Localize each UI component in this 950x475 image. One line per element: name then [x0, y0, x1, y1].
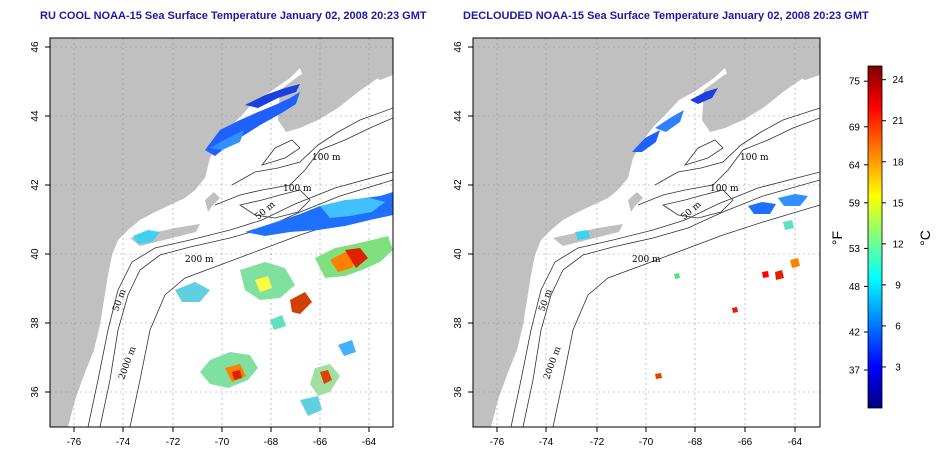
- left-y-tick-labels: 46 44 42 40 38 36: [30, 41, 41, 398]
- left-x-tick-label: -70: [215, 437, 230, 448]
- left-y-tick-label: 44: [30, 110, 41, 122]
- right-contour-label-100m-a: 100 m: [740, 153, 769, 163]
- right-y-tick-label: 38: [453, 317, 464, 329]
- fahrenheit-tick-label: 42: [849, 328, 861, 339]
- right-x-tick-labels: -76 -74 -72 -70 -68 -66 -64: [490, 437, 803, 448]
- right-nova-scotia: [702, 40, 820, 132]
- celsius-tick-label: 24: [892, 75, 904, 86]
- right-bathymetry-contours: [510, 107, 820, 427]
- right-x-tick-label: -76: [490, 437, 505, 448]
- left-sst-map: 100 m 100 m 50 m 200 m 50 m 2000 m -76 -…: [30, 37, 394, 448]
- colorbar-gradient: [867, 65, 883, 409]
- fahrenheit-axis-label: °F: [829, 231, 845, 245]
- temperature-colorbar: 75 69 64 59 53 48 42 37 24 21 18 15 12 9 6 3 °F °C: [829, 65, 933, 409]
- left-contour-label-100m-b: 100 m: [283, 184, 312, 194]
- celsius-tick-label: 6: [895, 321, 901, 332]
- right-y-tick-label: 36: [453, 386, 464, 398]
- celsius-tick-label: 12: [892, 239, 904, 250]
- right-y-tick-labels: 46 44 42 40 38 36: [453, 41, 464, 398]
- right-contour-label-100m-b: 100 m: [710, 184, 739, 194]
- right-x-tick-label: -74: [539, 437, 554, 448]
- right-y-tick-label: 40: [453, 248, 464, 260]
- left-x-tick-label: -66: [313, 437, 328, 448]
- right-x-tick-label: -68: [688, 437, 703, 448]
- left-x-tick-label: -68: [264, 437, 279, 448]
- right-cape-cod: [628, 192, 643, 212]
- left-land-mass: [50, 38, 393, 427]
- celsius-ticks: 24 21 18 15 12 9 6 3: [882, 75, 904, 373]
- fahrenheit-tick-label: 64: [849, 160, 861, 171]
- fahrenheit-ticks: 75 69 64 59 53 48 42 37: [849, 77, 868, 377]
- left-y-tick-label: 46: [30, 41, 41, 53]
- fahrenheit-tick-label: 37: [849, 366, 861, 377]
- right-y-tick-label: 46: [453, 41, 464, 53]
- left-x-tick-label: -74: [116, 437, 131, 448]
- left-x-tick-labels: -76 -74 -72 -70 -68 -66 -64: [67, 437, 377, 448]
- left-axis-ticks: [45, 46, 370, 432]
- left-map-title: RU COOL NOAA-15 Sea Surface Temperature …: [40, 10, 427, 22]
- fahrenheit-tick-label: 69: [849, 122, 861, 133]
- right-x-tick-label: -70: [639, 437, 654, 448]
- left-contour-label-200m: 200 m: [185, 255, 214, 265]
- celsius-tick-label: 9: [895, 280, 901, 291]
- right-x-tick-label: -72: [590, 437, 605, 448]
- celsius-tick-label: 18: [892, 157, 904, 168]
- right-land-mass: [473, 38, 820, 427]
- right-contour-label-200m: 200 m: [632, 255, 661, 265]
- left-x-tick-label: -64: [362, 437, 377, 448]
- left-y-tick-label: 40: [30, 248, 41, 260]
- left-nova-scotia: [278, 40, 393, 132]
- celsius-axis-label: °C: [917, 230, 933, 246]
- fahrenheit-tick-label: 53: [849, 244, 861, 255]
- right-y-tick-label: 44: [453, 110, 464, 122]
- celsius-tick-label: 21: [892, 116, 904, 127]
- left-y-tick-label: 42: [30, 179, 41, 191]
- fahrenheit-tick-label: 75: [849, 77, 861, 88]
- right-axis-ticks: [468, 46, 796, 432]
- right-y-tick-label: 42: [453, 179, 464, 191]
- fahrenheit-tick-label: 48: [849, 282, 861, 293]
- left-x-tick-label: -76: [67, 437, 82, 448]
- fahrenheit-tick-label: 59: [849, 198, 861, 209]
- right-map-title: DECLOUDED NOAA-15 Sea Surface Temperatur…: [463, 10, 869, 22]
- left-y-tick-label: 36: [30, 386, 41, 398]
- left-contour-label-100m-a: 100 m: [312, 153, 341, 163]
- right-sst-map: 100 m 100 m 50 m 200 m 50 m 2000 m -76 -…: [453, 37, 821, 448]
- right-sst-patches: [575, 88, 808, 379]
- left-y-tick-label: 38: [30, 317, 41, 329]
- right-x-tick-label: -66: [738, 437, 753, 448]
- celsius-tick-label: 3: [895, 362, 901, 373]
- celsius-tick-label: 15: [892, 198, 904, 209]
- right-x-tick-label: -64: [788, 437, 803, 448]
- left-cape-cod: [205, 192, 220, 212]
- left-x-tick-label: -72: [166, 437, 181, 448]
- left-sst-patches: [133, 84, 393, 416]
